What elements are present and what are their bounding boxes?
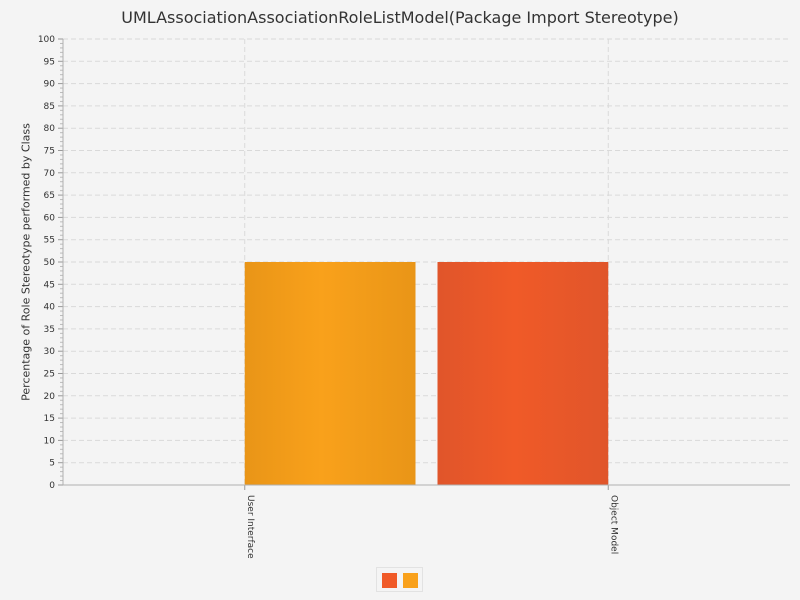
y-tick-label: 50 [44,258,56,268]
x-axis: User Interface Object Model [63,484,790,559]
y-tick-label: 5 [49,459,55,469]
y-tick-label: 85 [44,102,55,112]
chart-title: UMLAssociationAssociationRoleListModel(P… [121,8,679,27]
y-axis: 0 5 10 15 20 25 30 35 40 45 50 55 60 65 70 75 80 85 90 95 10… [38,35,64,491]
legend-swatch-series-2 [403,573,418,588]
y-tick-label: 80 [44,124,56,134]
y-tick-label: 0 [49,481,55,491]
y-tick-label: 25 [44,370,55,380]
y-tick-label: 65 [44,191,55,201]
y-tick-label: 75 [44,147,55,157]
y-tick-label: 70 [44,169,56,179]
y-tick-label: 10 [44,436,56,446]
x-tick-label: Object Model [608,495,618,554]
y-tick-label: 40 [44,303,56,313]
legend-swatch-series-1 [382,573,397,588]
y-tick-label: 100 [38,35,55,45]
x-tick-label: User Interface [245,495,255,559]
y-tick-label: 60 [44,213,56,223]
y-tick-label: 55 [44,236,55,246]
y-tick-label: 35 [44,325,55,335]
y-tick-label: 30 [44,347,56,357]
y-tick-label: 15 [44,414,55,424]
y-tick-label: 20 [44,392,56,402]
y-tick-label: 95 [44,57,55,67]
y-tick-label: 90 [44,80,56,90]
bars [244,262,609,485]
grid-lines [63,38,790,486]
legend [376,567,423,592]
bar-object-model [437,262,609,485]
y-tick-label: 45 [44,280,55,290]
bar-user-interface [244,262,416,485]
